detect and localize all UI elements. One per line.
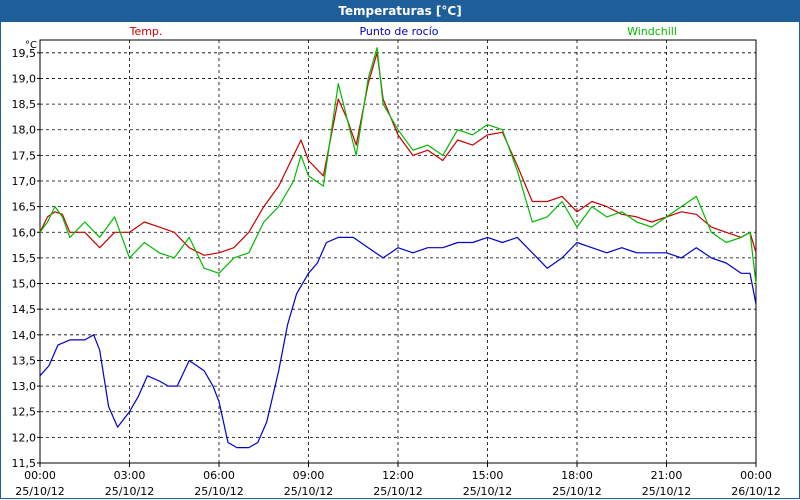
x-tick-time: 21:00 bbox=[651, 469, 683, 482]
y-tick-label: 15,0 bbox=[12, 278, 37, 291]
x-tick-date: 26/10/12 bbox=[731, 485, 780, 498]
y-tick-label: 13,5 bbox=[12, 354, 37, 367]
x-tick-time: 00:00 bbox=[740, 469, 772, 482]
y-tick-label: 17,0 bbox=[12, 175, 37, 188]
y-tick-label: 19,5 bbox=[12, 47, 37, 60]
y-tick-label: 16,0 bbox=[12, 226, 37, 239]
legend: Temp. Punto de rocío Windchill bbox=[129, 25, 677, 38]
y-tick-label: 18,5 bbox=[12, 98, 37, 111]
y-tick-label: 19,0 bbox=[12, 72, 37, 85]
x-tick-date: 25/10/12 bbox=[105, 485, 154, 498]
x-tick-time: 03:00 bbox=[114, 469, 146, 482]
y-tick-label: 14,0 bbox=[12, 329, 37, 342]
x-tick-date: 25/10/12 bbox=[194, 485, 243, 498]
x-tick-time: 12:00 bbox=[382, 469, 414, 482]
x-tick-time: 09:00 bbox=[293, 469, 325, 482]
x-tick-time: 18:00 bbox=[561, 469, 593, 482]
legend-entry-2: Windchill bbox=[627, 25, 677, 38]
x-tick-date: 25/10/12 bbox=[373, 485, 422, 498]
grid bbox=[40, 40, 756, 464]
series-line-1 bbox=[39, 236, 757, 449]
series-lines bbox=[39, 47, 757, 449]
y-tick-label: 13,0 bbox=[12, 380, 37, 393]
y-tick-label: 12,0 bbox=[12, 431, 37, 444]
x-tick-date: 25/10/12 bbox=[552, 485, 601, 498]
y-tick-label: 11,5 bbox=[12, 457, 37, 470]
chart-title: Temperaturas [°C] bbox=[0, 0, 800, 22]
y-tick-label: 12,5 bbox=[12, 406, 37, 419]
y-tick-label: 14,5 bbox=[12, 303, 37, 316]
y-tick-label: 16,5 bbox=[12, 201, 37, 214]
x-tick-date: 25/10/12 bbox=[15, 485, 64, 498]
x-tick-time: 15:00 bbox=[472, 469, 504, 482]
series-line-2 bbox=[39, 47, 757, 284]
legend-entry-0: Temp. bbox=[129, 25, 163, 38]
y-axis-unit: °C bbox=[25, 40, 37, 51]
x-tick-time: 06:00 bbox=[203, 469, 235, 482]
x-tick-time: 00:00 bbox=[24, 469, 56, 482]
y-tick-label: 15,5 bbox=[12, 252, 37, 265]
x-axis: 00:00 25/10/12 03:00 25/10/12 06:00 25/10/12 0… bbox=[15, 463, 781, 498]
y-axis: 11,5 12,0 12,5 13,0 13,5 14,0 14,5 15,0 15,5 16,0… bbox=[12, 47, 40, 470]
x-tick-date: 25/10/12 bbox=[463, 485, 512, 498]
x-tick-date: 25/10/12 bbox=[284, 485, 333, 498]
y-tick-label: 18,0 bbox=[12, 124, 37, 137]
y-tick-label: 17,5 bbox=[12, 149, 37, 162]
legend-entry-1: Punto de rocío bbox=[359, 25, 438, 38]
x-tick-date: 25/10/12 bbox=[642, 485, 691, 498]
